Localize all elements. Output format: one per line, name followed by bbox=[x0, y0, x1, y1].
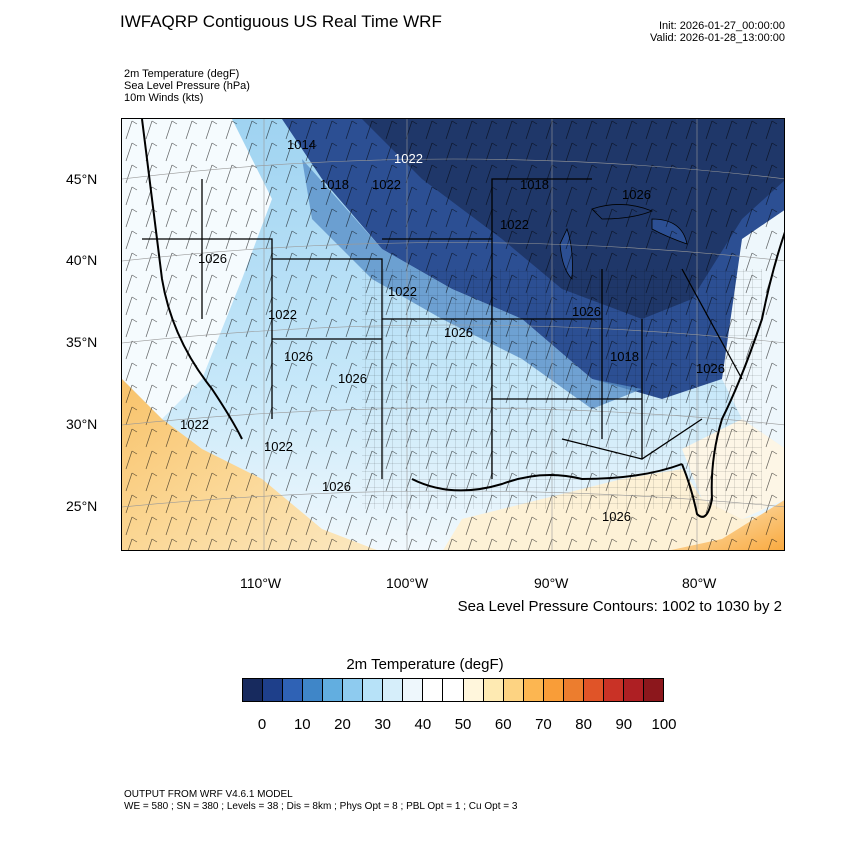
colorbar-swatch bbox=[583, 679, 604, 701]
footer-config: WE = 580 ; SN = 380 ; Levels = 38 ; Dis … bbox=[124, 801, 518, 812]
lon-label: 90°W bbox=[534, 575, 569, 591]
colorbar-swatch bbox=[443, 679, 464, 701]
colorbar-swatch bbox=[383, 679, 404, 701]
contour-label: 1018 bbox=[520, 177, 549, 192]
lat-label: 30°N bbox=[66, 416, 98, 432]
contour-label: 1026 bbox=[338, 371, 367, 386]
contour-label: 1022 bbox=[500, 217, 529, 232]
colorbar-tick-label: 0 bbox=[257, 716, 267, 733]
contour-label: 1022 bbox=[394, 151, 423, 166]
colorbar-swatch bbox=[463, 679, 484, 701]
colorbar-tick-label: 50 bbox=[454, 716, 472, 733]
contour-label: 1022 bbox=[388, 284, 417, 299]
field-pressure: Sea Level Pressure (hPa) bbox=[124, 80, 250, 92]
colorbar-swatch bbox=[343, 679, 364, 701]
colorbar-tick-label: 80 bbox=[575, 716, 592, 733]
lon-label: 80°W bbox=[682, 575, 717, 591]
colorbar-tick-label: 10 bbox=[293, 716, 311, 733]
colorbar-swatch bbox=[503, 679, 524, 701]
contour-label: 1026 bbox=[572, 304, 601, 319]
colorbar-tick-label: 100 bbox=[651, 716, 677, 733]
footer-model: OUTPUT FROM WRF V4.6.1 MODEL bbox=[124, 789, 293, 800]
contour-label: 1022 bbox=[180, 417, 209, 432]
contour-label: 1014 bbox=[287, 137, 316, 152]
colorbar-swatch bbox=[483, 679, 504, 701]
contour-label: 1026 bbox=[696, 361, 725, 376]
colorbar-swatch bbox=[303, 679, 324, 701]
field-list: 2m Temperature (degF) Sea Level Pressure… bbox=[124, 68, 250, 104]
colorbar-tick-label: 70 bbox=[535, 716, 552, 733]
colorbar-title: 2m Temperature (degF) bbox=[346, 656, 504, 673]
coastline bbox=[141, 119, 784, 518]
colorbar bbox=[242, 678, 664, 702]
colorbar-swatch bbox=[623, 679, 644, 701]
colorbar-swatch bbox=[423, 679, 444, 701]
contour-label: 1022 bbox=[372, 177, 401, 192]
lat-label: 45°N bbox=[66, 171, 98, 187]
colorbar-swatch bbox=[543, 679, 564, 701]
run-times: Init: 2026-01-27_00:00:00 Valid: 2026-01… bbox=[650, 20, 785, 44]
contour-note: Sea Level Pressure Contours: 1002 to 103… bbox=[457, 598, 782, 615]
colorbar-tick-label: 90 bbox=[615, 716, 633, 733]
contour-label: 1022 bbox=[268, 307, 297, 322]
contour-label: 1026 bbox=[444, 325, 473, 340]
lon-label: 110°W bbox=[240, 575, 282, 591]
map-canvas bbox=[122, 119, 784, 550]
colorbar-swatch bbox=[523, 679, 544, 701]
contour-label: 1026 bbox=[198, 251, 227, 266]
lat-label: 40°N bbox=[66, 252, 98, 268]
valid-time: Valid: 2026-01-28_13:00:00 bbox=[650, 32, 785, 44]
weather-map: 1014 1022 1018 1022 1018 1022 1022 1026 … bbox=[121, 118, 785, 551]
contour-label: 1018 bbox=[320, 177, 349, 192]
colorbar-swatch bbox=[563, 679, 584, 701]
model-footer: OUTPUT FROM WRF V4.6.1 MODEL WE = 580 ; … bbox=[124, 789, 517, 813]
colorbar-swatch bbox=[283, 679, 304, 701]
lon-label: 100°W bbox=[386, 575, 429, 591]
contour-label: 1022 bbox=[264, 439, 293, 454]
contour-label: 1026 bbox=[284, 349, 313, 364]
colorbar-tick-label: 40 bbox=[414, 716, 432, 733]
colorbar-swatch bbox=[323, 679, 344, 701]
field-winds: 10m Winds (kts) bbox=[124, 92, 204, 104]
contour-label: 1026 bbox=[602, 509, 631, 524]
contour-label: 1018 bbox=[610, 349, 639, 364]
colorbar-swatch bbox=[603, 679, 624, 701]
colorbar-swatch bbox=[643, 679, 663, 701]
contour-label: 1026 bbox=[622, 187, 651, 202]
state-boundaries bbox=[142, 178, 743, 479]
colorbar-swatch bbox=[243, 679, 264, 701]
plot-title: IWFAQRP Contiguous US Real Time WRF bbox=[120, 12, 442, 31]
init-time: Init: 2026-01-27_00:00:00 bbox=[659, 20, 785, 32]
colorbar-tick-label: 60 bbox=[494, 716, 512, 733]
colorbar-tick-label: 20 bbox=[334, 716, 351, 733]
lat-label: 25°N bbox=[66, 498, 98, 514]
lat-label: 35°N bbox=[66, 334, 98, 350]
colorbar-swatch bbox=[363, 679, 384, 701]
colorbar-swatch bbox=[263, 679, 284, 701]
colorbar-tick-label: 30 bbox=[374, 716, 391, 733]
colorbar-swatch bbox=[403, 679, 424, 701]
field-temperature: 2m Temperature (degF) bbox=[124, 68, 240, 80]
contour-label: 1026 bbox=[322, 479, 351, 494]
